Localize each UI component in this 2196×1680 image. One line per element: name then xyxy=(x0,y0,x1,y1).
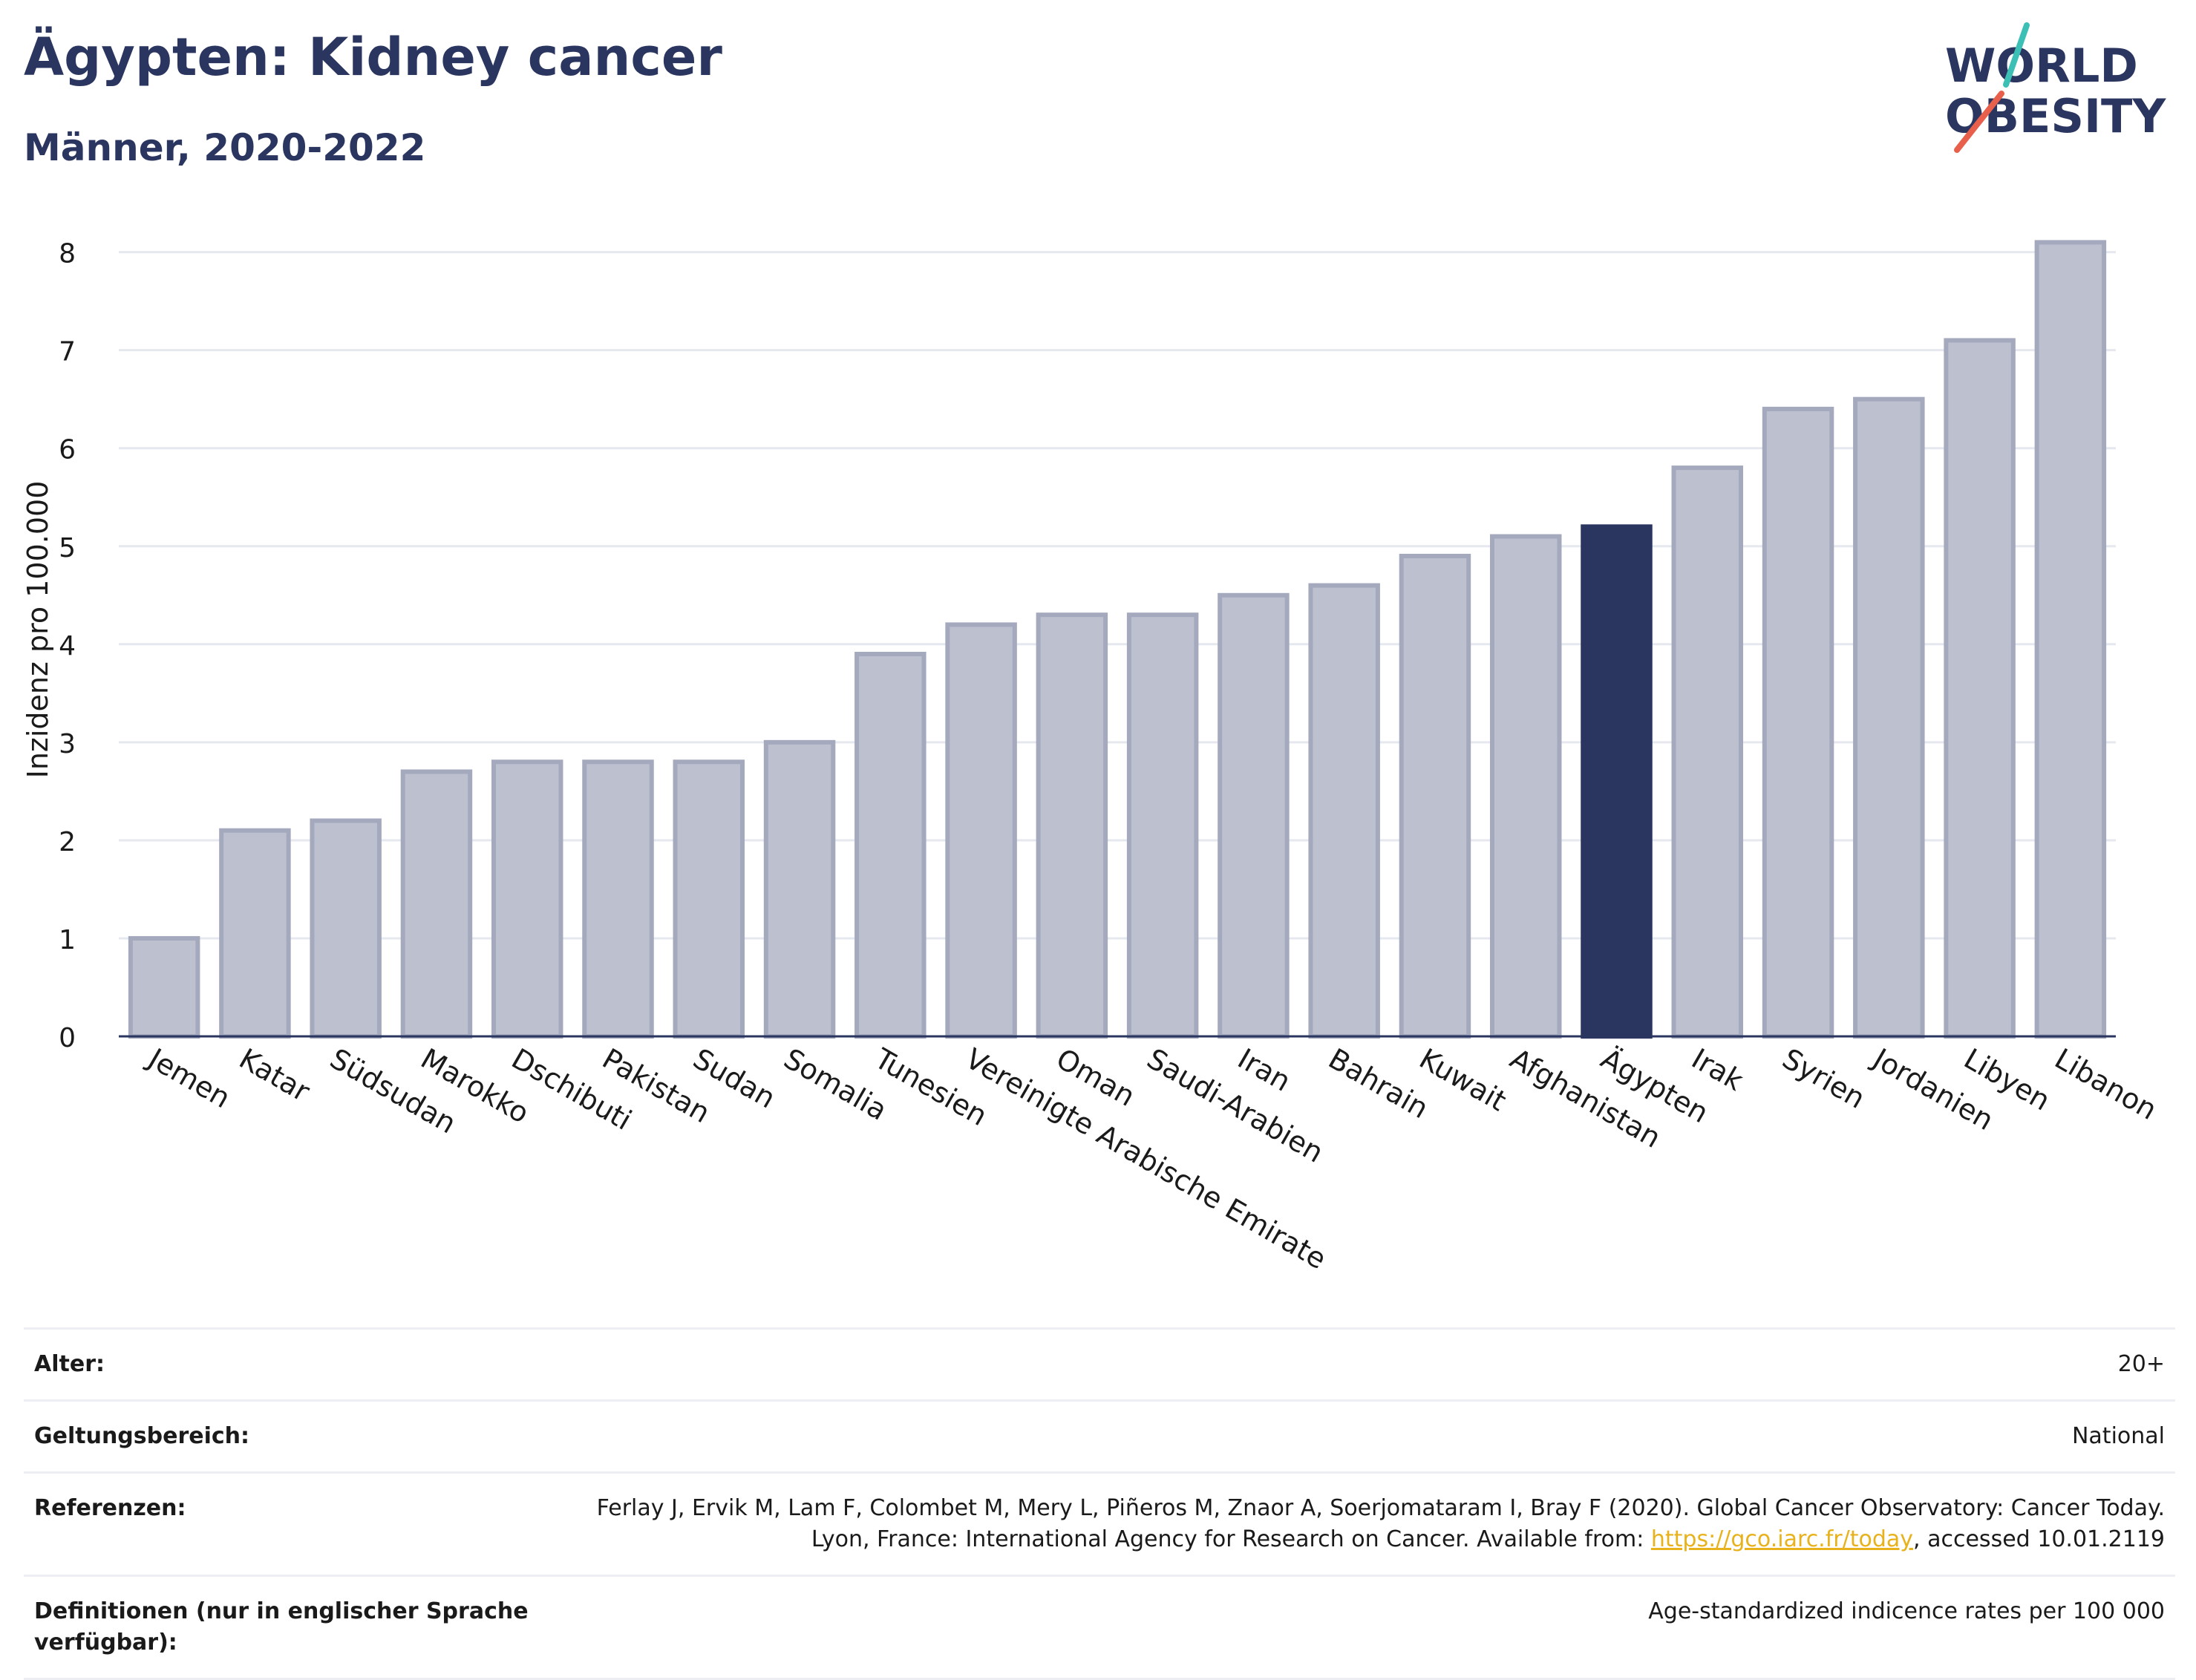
references-text: Ferlay J, Ervik M, Lam F, Colombet M, Me… xyxy=(596,1495,2165,1552)
bar-8 xyxy=(854,652,927,1039)
bar-10 xyxy=(1036,612,1108,1039)
meta-row-scope: Geltungsbereich: National xyxy=(24,1399,2175,1474)
references-link[interactable]: https://gco.iarc.fr/today xyxy=(1650,1526,1914,1552)
bar-13 xyxy=(1308,583,1380,1039)
y-tick-label: 3 xyxy=(59,729,76,759)
x-tick-label: Iran xyxy=(1232,1042,1296,1098)
age-label: Alter: xyxy=(24,1327,549,1402)
bar-7 xyxy=(763,739,836,1039)
x-tick-label: Somalia xyxy=(779,1042,893,1127)
y-tick-label: 2 xyxy=(59,827,76,857)
x-tick-label: Kuwait xyxy=(1414,1042,1512,1118)
bar-12 xyxy=(1218,592,1290,1039)
bar-21 xyxy=(2034,240,2107,1039)
bar-5 xyxy=(582,759,654,1039)
x-tick-label: Syrien xyxy=(1777,1042,1871,1115)
bar-0 xyxy=(128,935,200,1039)
world-obesity-logo: WORLD OBESITY xyxy=(1945,22,2166,153)
bar-6 xyxy=(673,759,745,1039)
bar-3 xyxy=(400,769,473,1039)
meta-row-age: Alter: 20+ xyxy=(24,1327,2175,1402)
bar-19 xyxy=(1853,396,1925,1039)
scope-value: National xyxy=(549,1399,2175,1474)
bar-2 xyxy=(310,818,382,1039)
x-tick-label: Irak xyxy=(1686,1042,1748,1097)
x-tick-label: Katar xyxy=(234,1042,316,1108)
metadata-table: Alter: 20+ Geltungsbereich: National Ref… xyxy=(24,1327,2175,1680)
references-accessed: , accessed 10.01.2119 xyxy=(1913,1526,2165,1552)
x-tick-label: Saudi-Arabien xyxy=(1142,1042,1329,1169)
bar-14 xyxy=(1399,553,1471,1039)
logo-line1: WORLD xyxy=(1945,39,2138,93)
definitions-label: Definitionen (nur in englischer Sprache … xyxy=(24,1575,549,1680)
chart-title: Ägypten: Kidney cancer xyxy=(24,27,722,88)
x-tick-label: Libanon xyxy=(2049,1042,2162,1126)
y-tick-label: 1 xyxy=(59,925,76,955)
meta-row-definitions: Definitionen (nur in englischer Sprache … xyxy=(24,1575,2175,1680)
bar-20 xyxy=(1944,338,2016,1039)
chart-subtitle: Männer, 2020-2022 xyxy=(24,126,426,169)
y-tick-label: 6 xyxy=(59,435,76,465)
references-value: Ferlay J, Ervik M, Lam F, Colombet M, Me… xyxy=(549,1471,2175,1577)
bar-9 xyxy=(945,622,1017,1039)
bar-4 xyxy=(491,759,563,1039)
x-tick-label: Jemen xyxy=(142,1042,236,1115)
y-tick-label: 0 xyxy=(59,1023,76,1053)
bar-11 xyxy=(1126,612,1199,1039)
references-label: Referenzen: xyxy=(24,1471,549,1577)
y-axis-ticks: 0 1 2 3 4 5 6 7 8 xyxy=(59,239,76,1053)
bar-15 xyxy=(1489,534,1562,1039)
logo-slash-teal xyxy=(2003,22,2030,88)
y-tick-label: 4 xyxy=(59,631,76,661)
bar-1 xyxy=(219,828,291,1039)
scope-label: Geltungsbereich: xyxy=(24,1399,549,1474)
y-tick-label: 5 xyxy=(59,533,76,563)
meta-row-references: Referenzen: Ferlay J, Ervik M, Lam F, Co… xyxy=(24,1471,2175,1577)
bar-17 xyxy=(1671,465,1744,1039)
bar-18 xyxy=(1762,406,1834,1039)
bar-16 xyxy=(1581,524,1653,1039)
y-tick-label: 7 xyxy=(59,337,76,367)
age-value: 20+ xyxy=(549,1327,2175,1402)
y-axis-label: Inzidenz pro 100.000 xyxy=(22,481,54,779)
y-tick-label: 8 xyxy=(59,239,76,269)
x-tick-label: Bahrain xyxy=(1323,1042,1434,1125)
definitions-value: Age-standardized indicence rates per 100… xyxy=(549,1575,2175,1680)
bars xyxy=(128,240,2107,1039)
logo-slash-coral xyxy=(1954,91,2004,153)
